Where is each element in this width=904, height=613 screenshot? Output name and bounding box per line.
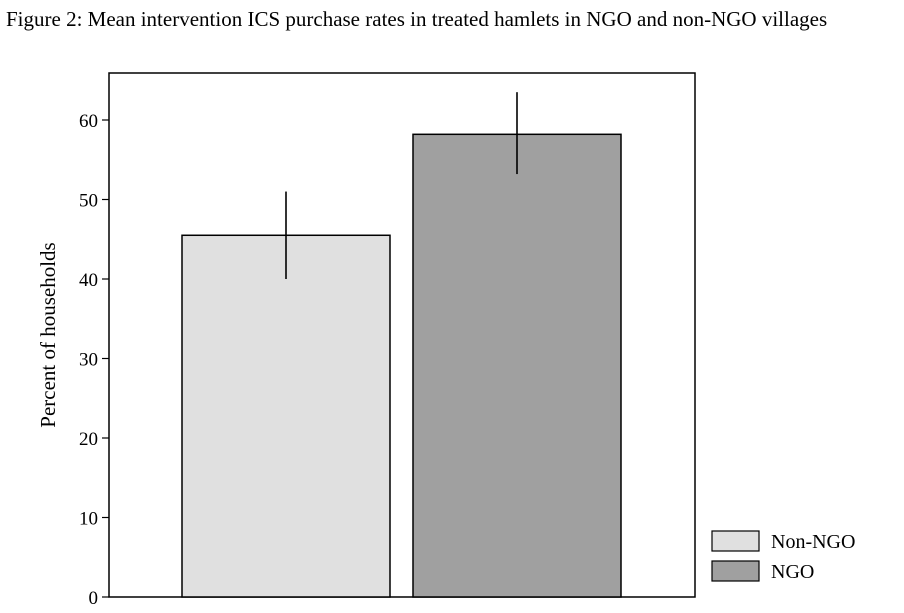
bar-non-ngo xyxy=(181,234,391,598)
error-bars xyxy=(285,92,518,279)
y-tick-label: 10 xyxy=(79,509,98,530)
y-tick-label: 60 xyxy=(79,111,98,132)
plot-frame xyxy=(108,72,696,598)
figure-caption: Figure 2: Mean intervention ICS purchase… xyxy=(6,7,828,31)
y-tick-label: 30 xyxy=(79,350,98,371)
y-axis-label: Percent of households xyxy=(36,242,60,427)
legend-swatch xyxy=(711,560,760,582)
bar-ngo xyxy=(412,133,622,598)
legend: Non-NGO NGO xyxy=(711,530,855,583)
y-tick-label: 0 xyxy=(89,588,99,609)
legend-label: Non-NGO xyxy=(771,531,855,553)
bars xyxy=(181,133,622,598)
y-tick-label: 20 xyxy=(79,429,98,450)
legend-swatch xyxy=(711,530,760,552)
legend-label: NGO xyxy=(771,561,814,583)
y-tick-label: 50 xyxy=(79,191,98,212)
y-axis: 0 10 20 30 40 50 60 xyxy=(79,111,109,609)
y-tick-label: 40 xyxy=(79,270,98,291)
